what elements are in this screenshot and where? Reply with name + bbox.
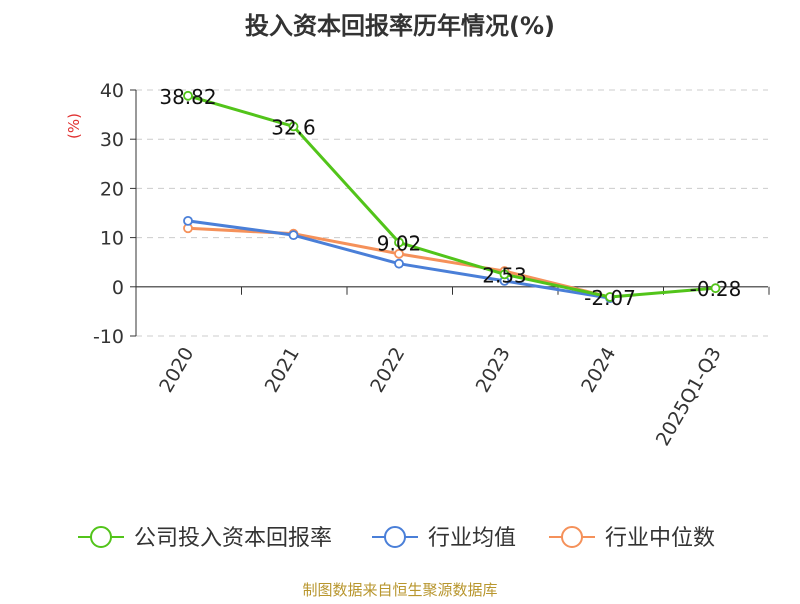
data-point[interactable] <box>288 121 299 132</box>
data-label: 38.82 <box>159 85 216 109</box>
data-point[interactable] <box>605 292 615 302</box>
legend-marker[interactable] <box>561 526 583 548</box>
y-tick-label: 40 <box>100 80 124 102</box>
series-lines <box>183 90 721 304</box>
x-tick-label: 2024 <box>577 344 620 397</box>
series-line <box>187 94 716 299</box>
y-tick-label: 10 <box>100 228 124 250</box>
x-tick-label: 2022 <box>366 344 409 397</box>
data-label: -2.07 <box>584 286 636 310</box>
y-tick-label: 0 <box>112 277 124 299</box>
axes: 40 30 20 10 0 -10 2020 2021 2022 2023 2024 2025Q1-Q… <box>93 80 770 450</box>
data-point[interactable] <box>394 248 404 259</box>
legend-marker[interactable] <box>90 526 112 548</box>
data-point[interactable] <box>183 90 193 101</box>
data-point[interactable] <box>288 230 299 241</box>
y-axis-label: (%) <box>65 113 83 139</box>
legend-marker[interactable] <box>384 526 406 548</box>
source-note: 制图数据来自恒生聚源数据库 <box>302 581 497 599</box>
data-label: 32.6 <box>271 115 316 139</box>
legend-label[interactable]: 行业中位数 <box>605 526 715 551</box>
y-tick-label: 30 <box>100 129 124 151</box>
data-point[interactable] <box>394 237 404 248</box>
y-tick-label: -10 <box>93 326 124 348</box>
y-tick-label: 20 <box>100 178 124 200</box>
data-label: 9.02 <box>377 231 422 255</box>
x-tick-label: 2021 <box>261 344 304 397</box>
x-tick-label: 2020 <box>155 344 198 397</box>
data-point[interactable] <box>499 269 510 280</box>
legend[interactable]: 公司投入资本回报率 行业均值 行业中位数 <box>78 526 715 551</box>
gridlines <box>136 89 768 337</box>
x-tick-label: 2023 <box>472 344 515 397</box>
data-point[interactable] <box>394 258 404 269</box>
legend-label[interactable]: 行业均值 <box>428 526 516 551</box>
data-point[interactable] <box>710 283 721 294</box>
data-label: 2.53 <box>482 263 527 287</box>
legend-label[interactable]: 公司投入资本回报率 <box>134 526 332 551</box>
x-tick-label: 2025Q1-Q3 <box>652 344 726 450</box>
data-point[interactable] <box>183 215 193 226</box>
data-label: -0.28 <box>690 277 742 301</box>
data-labels: 38.82 32.6 9.02 2.53 -2.07 -0.28 <box>159 85 741 310</box>
chart-title: 投入资本回报率历年情况(%) <box>245 12 555 40</box>
